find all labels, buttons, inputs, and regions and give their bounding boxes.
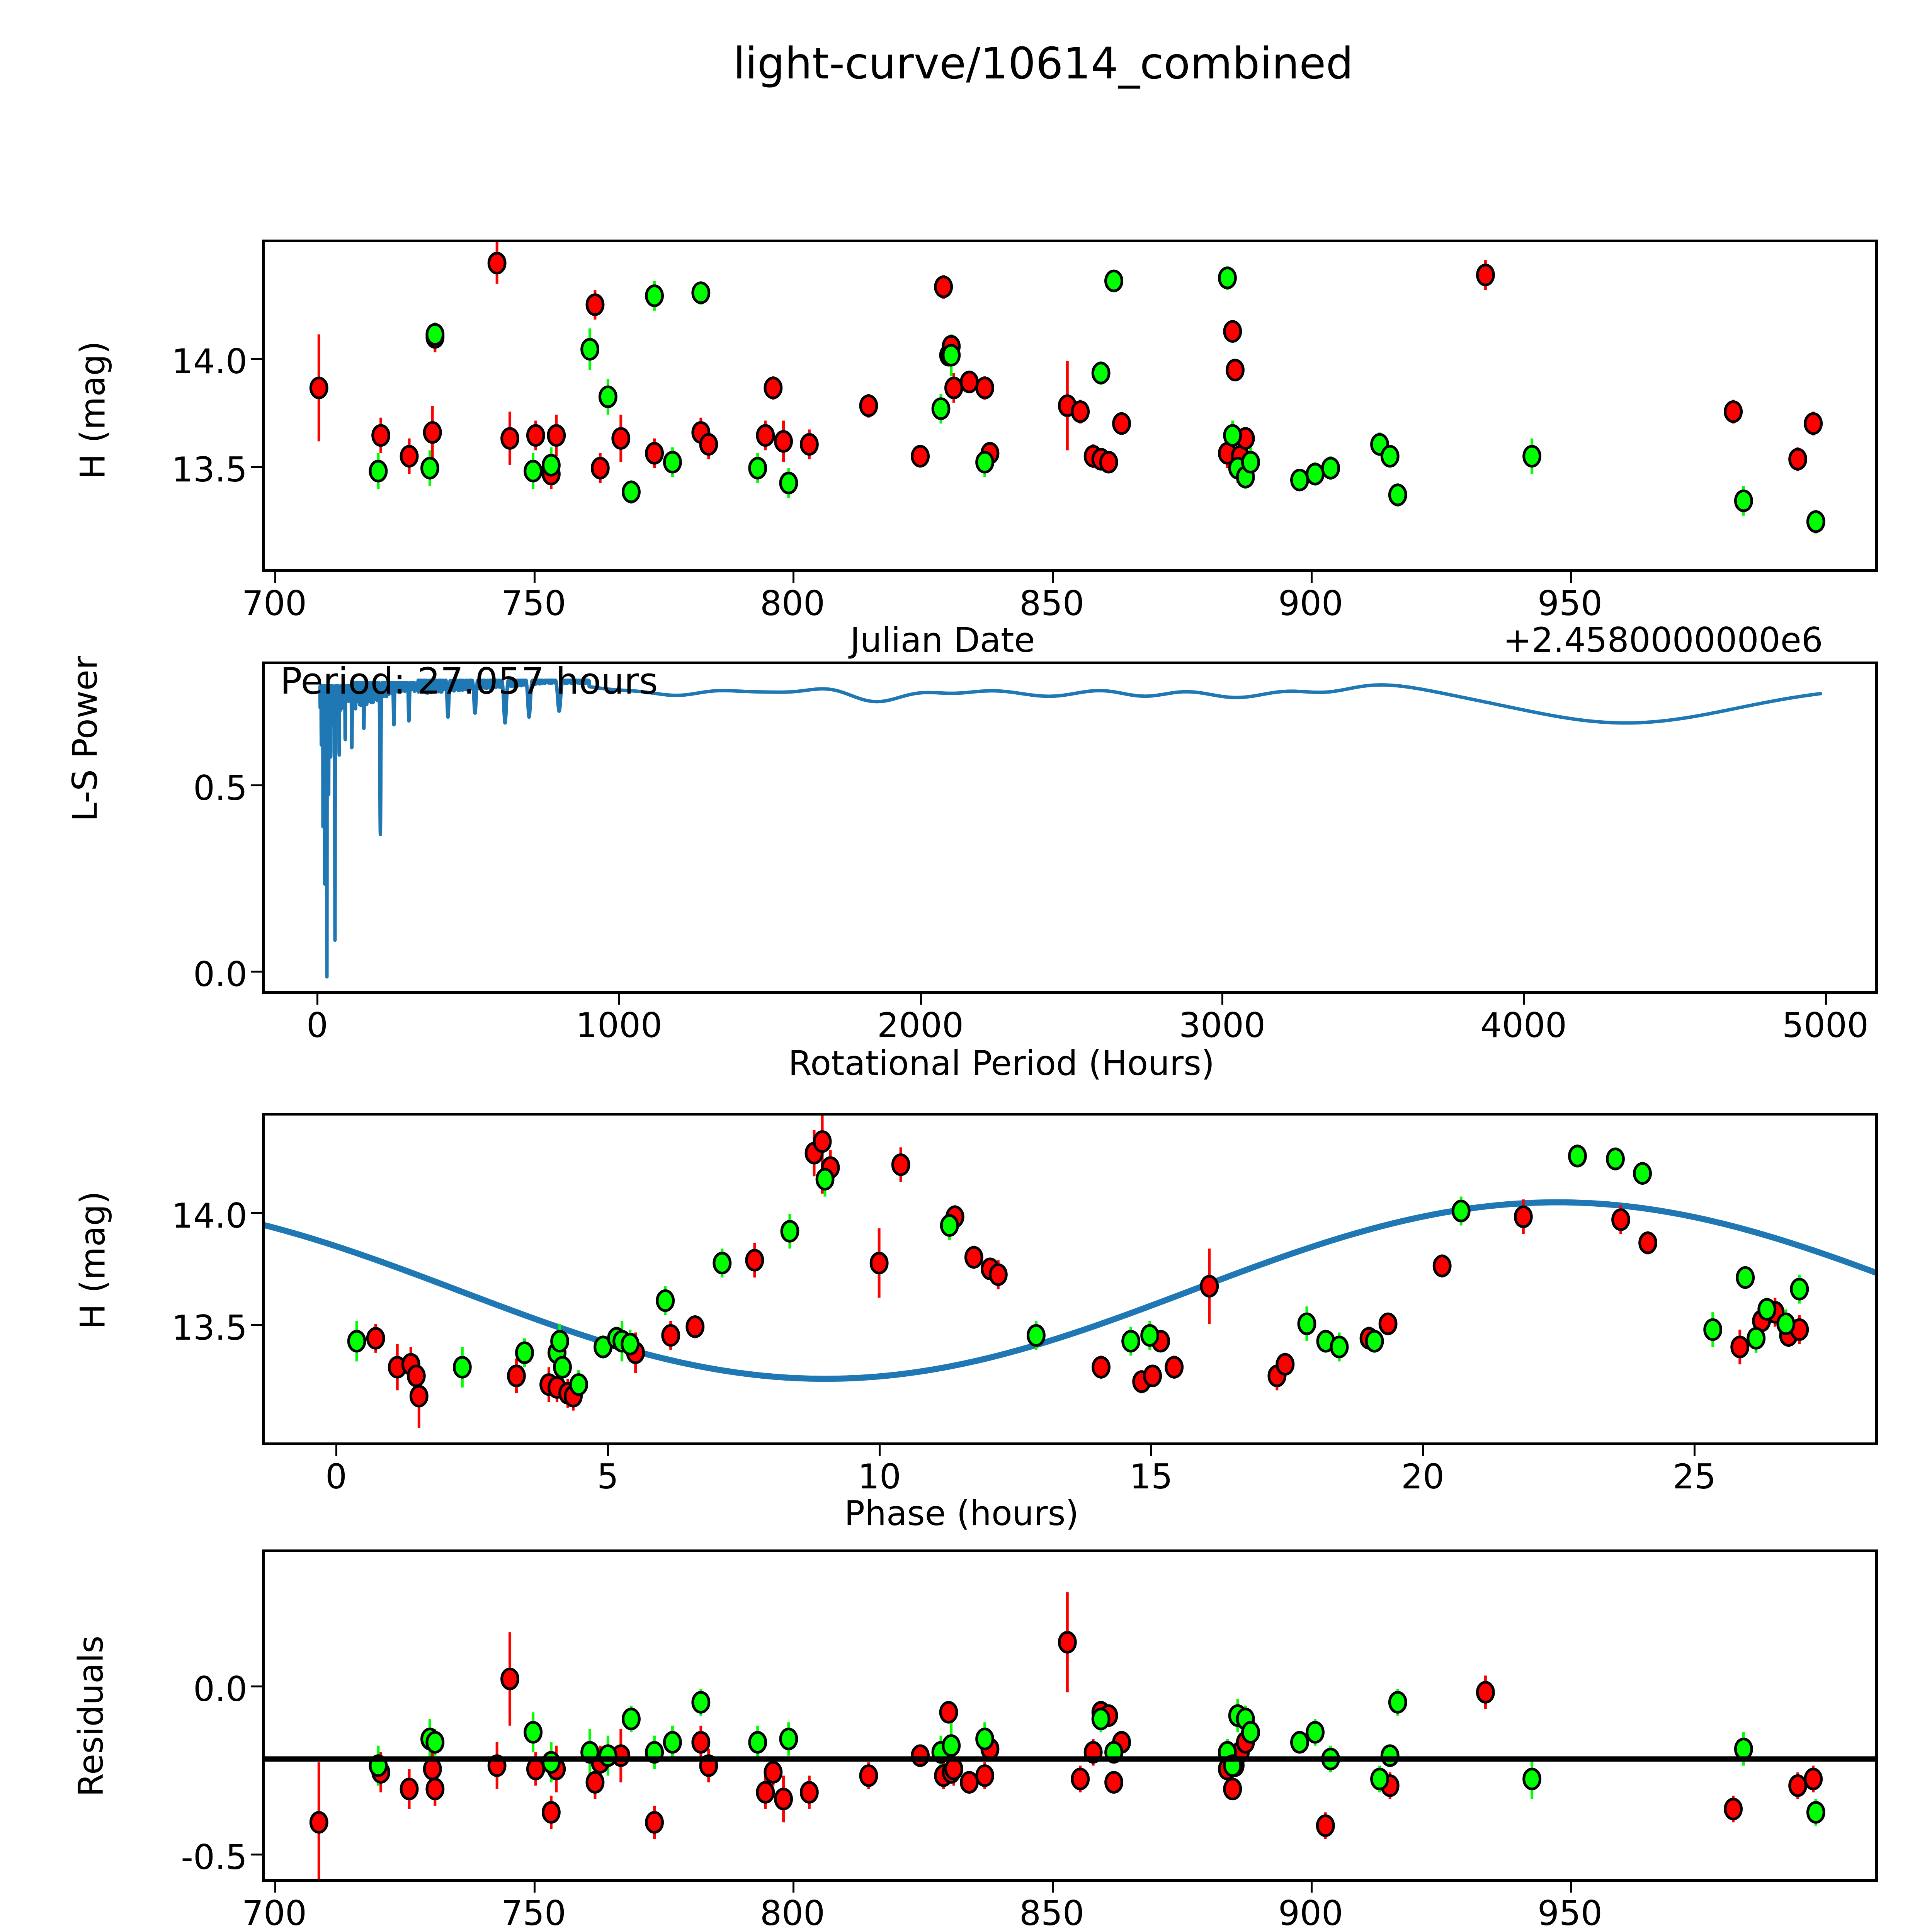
lightcurve-panel	[262, 240, 1878, 572]
residuals-xlabel: Julian Date	[850, 1930, 1035, 1932]
lightcurve-ytick-0: 14.0	[172, 342, 247, 381]
residuals-xtick-5: 950	[1537, 1893, 1602, 1932]
phasefold-ytick-0: 14.0	[172, 1196, 247, 1236]
phasefold-ylabel: H (mag)	[73, 1191, 113, 1330]
phasefold-xtick-1: 5	[597, 1457, 619, 1497]
phasefold-ytick-1: 13.5	[172, 1308, 247, 1348]
lightcurve-ylabel: H (mag)	[73, 341, 113, 480]
lightcurve-xtick-1: 750	[501, 583, 566, 623]
residuals-xtick-1: 750	[501, 1893, 566, 1932]
phasefold-panel	[262, 1113, 1878, 1445]
phasefold-xtick-0: 0	[325, 1457, 347, 1497]
periodogram-ylabel: L-S Power	[65, 655, 105, 822]
lightcurve-ytick-1: 13.5	[172, 450, 247, 490]
page-title: light-curve/10614_combined	[733, 39, 1354, 89]
periodogram-xlabel: Rotational Period (Hours)	[788, 1043, 1215, 1083]
periodogram-xtick-2: 2000	[877, 1005, 964, 1045]
residuals-xtick-3: 850	[1019, 1893, 1084, 1932]
periodogram-xtick-0: 0	[306, 1005, 328, 1045]
periodogram-xtick-1: 1000	[576, 1005, 662, 1045]
residuals-panel	[262, 1549, 1878, 1882]
periodogram-ytick-1: 0.0	[193, 954, 247, 994]
lightcurve-xtick-5: 950	[1537, 583, 1602, 623]
periodogram-annotation: Period: 27.057 hours	[280, 660, 658, 702]
residuals-x-offset: +2.4580000000e6	[1503, 1930, 1823, 1932]
lightcurve-xtick-3: 850	[1019, 583, 1084, 623]
residuals-ytick-1: -0.5	[181, 1837, 247, 1877]
lightcurve-xlabel: Julian Date	[850, 620, 1035, 660]
residuals-ylabel: Residuals	[71, 1635, 111, 1797]
phasefold-xtick-5: 25	[1673, 1457, 1716, 1497]
residuals-xtick-4: 900	[1278, 1893, 1343, 1932]
periodogram-panel: Period: 27.057 hours	[262, 660, 1878, 994]
phasefold-xtick-4: 20	[1401, 1457, 1444, 1497]
residuals-ytick-0: 0.0	[193, 1669, 247, 1709]
periodogram-xtick-4: 4000	[1480, 1005, 1567, 1045]
phasefold-xlabel: Phase (hours)	[844, 1493, 1079, 1533]
periodogram-ytick-0: 0.5	[193, 768, 247, 808]
periodogram-xtick-3: 3000	[1179, 1005, 1265, 1045]
lightcurve-xtick-4: 900	[1278, 583, 1343, 623]
periodogram-xtick-5: 5000	[1782, 1005, 1869, 1045]
residuals-xtick-2: 800	[760, 1893, 825, 1932]
phasefold-xtick-3: 15	[1129, 1457, 1173, 1497]
lightcurve-xtick-2: 800	[760, 583, 825, 623]
lightcurve-xtick-0: 700	[242, 583, 307, 623]
residuals-xtick-0: 700	[242, 1893, 307, 1932]
phasefold-xtick-2: 10	[858, 1457, 901, 1497]
lightcurve-x-offset: +2.4580000000e6	[1503, 620, 1823, 660]
